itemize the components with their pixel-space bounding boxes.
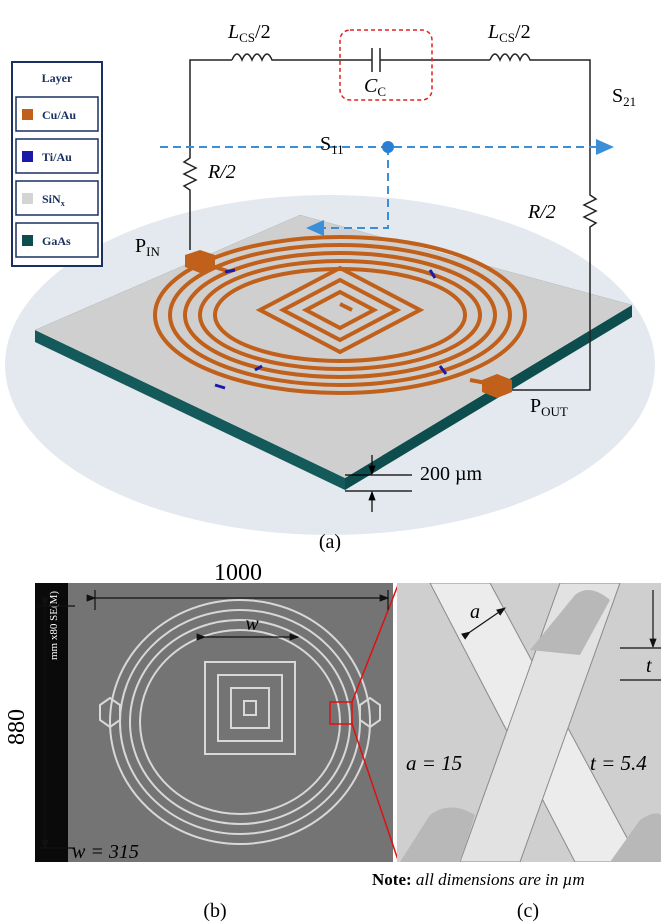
sem-info: mm x80 SE(M) <box>48 591 60 660</box>
width-label: 1000 <box>214 560 262 586</box>
legend-label-main: SiN <box>42 192 61 206</box>
caption: (c) <box>517 900 539 922</box>
label: LCS/2 <box>227 21 271 45</box>
w-value: w = 315 <box>72 841 139 863</box>
height-label: 880 <box>4 709 30 745</box>
caption: (a) <box>319 531 341 553</box>
figure: LCS/2 LCS/2 CC S21 S11 R/2 R/2 PIN POUT … <box>0 0 661 924</box>
label: LCS/2 <box>487 21 531 45</box>
port-dot <box>382 141 394 153</box>
label: 200 µm <box>420 463 483 485</box>
label: S11 <box>320 133 344 157</box>
label: R/2 <box>527 201 556 223</box>
legend-swatch <box>22 193 33 204</box>
legend-title: Layer <box>42 71 73 85</box>
legend: Layer Cu/Au Ti/Au SiNx GaAs <box>12 62 102 266</box>
legend-label: GaAs <box>42 234 71 248</box>
legend-swatch <box>22 151 33 162</box>
legend-label: Ti/Au <box>42 150 72 164</box>
label: CC <box>364 75 386 99</box>
legend-label-sub: x <box>61 199 65 208</box>
a-value: a = 15 <box>406 751 462 775</box>
legend-swatch <box>22 235 33 246</box>
legend-label: Cu/Au <box>42 108 76 122</box>
note: Note: all dimensions are in µm <box>372 870 585 889</box>
t-label: t <box>646 655 652 677</box>
panel-a: LCS/2 LCS/2 CC S21 S11 R/2 R/2 PIN POUT … <box>5 21 655 553</box>
label: S21 <box>612 85 636 109</box>
panel-b: mm x80 SE(M) 1000 880 w w = 315 (b) <box>4 560 398 922</box>
caption: (b) <box>203 900 226 922</box>
label: R/2 <box>207 161 236 183</box>
w-label: w <box>245 613 259 635</box>
legend-swatch <box>22 109 33 120</box>
a-label: a <box>470 601 480 623</box>
t-value: t = 5.4 <box>590 751 647 775</box>
